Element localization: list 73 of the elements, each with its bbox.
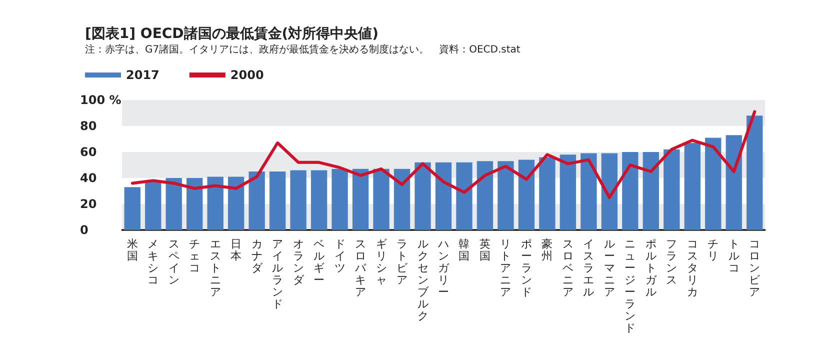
x-tick-label: スロベニア <box>562 238 574 298</box>
line-series <box>130 110 756 199</box>
x-tick-label: ドイツ <box>334 238 346 274</box>
x-tick-label: 日本 <box>230 238 242 262</box>
bar <box>166 178 182 230</box>
x-tick-label: ギリシャ <box>376 238 387 286</box>
x-tick-label: コスタリカ <box>686 238 698 298</box>
legend-label: 2000 <box>230 68 264 82</box>
x-tick-label: チェコ <box>189 238 200 274</box>
chart-subtitle: 注：赤字は、G7諸国。イタリアには、政府が最低賃金を決める制度はない。 資料：OECD.stat <box>85 44 520 56</box>
x-tick-label: ルクセンブルク <box>417 238 430 322</box>
y-tick-label: 0 <box>80 223 88 237</box>
x-tick-label: ベルギー <box>314 238 325 286</box>
bar <box>539 157 556 230</box>
x-tick-label: エストニア <box>210 238 221 298</box>
bar <box>207 176 224 230</box>
x-tick-label: イスラエル <box>583 238 594 298</box>
y-tick-label: 40 <box>80 171 97 185</box>
x-tick-label: ハンガリー <box>437 238 450 298</box>
bar <box>622 152 638 230</box>
bar <box>518 160 535 230</box>
bar <box>601 153 618 230</box>
x-tick-label: アイルランド <box>272 238 284 310</box>
bar <box>456 162 472 230</box>
x-tick-label: ルーマニア <box>604 238 615 298</box>
bar <box>684 142 700 230</box>
bar <box>269 172 286 230</box>
x-tick-label: フランス <box>666 238 678 286</box>
x-tick-label: チリ <box>708 238 719 262</box>
bar <box>435 162 452 230</box>
x-tick-label: ポルトガル <box>645 238 658 298</box>
y-tick-label: 80 <box>80 119 97 133</box>
x-tick-label: 韓国 <box>458 238 470 262</box>
bar <box>498 161 514 230</box>
x-tick-label: 豪州 <box>542 238 553 262</box>
x-tick-label: 米国 <box>126 238 138 262</box>
bar <box>373 168 390 230</box>
y-tick-label: 60 <box>80 145 97 159</box>
bar <box>248 172 265 230</box>
bar <box>332 168 348 230</box>
y-tick-label: 20 <box>80 197 97 211</box>
bar <box>560 154 576 230</box>
bar <box>310 170 328 230</box>
bar <box>414 162 431 230</box>
chart-title: [図表1] OECD諸国の最低賃金(対所得中央値) <box>85 25 379 42</box>
x-tick-label: ニュージーランド <box>624 238 636 334</box>
x-tick-label: ポーランド <box>520 238 532 298</box>
legend-label: 2017 <box>126 68 160 82</box>
bar <box>476 161 494 230</box>
x-tick-label: スペイン <box>168 238 180 286</box>
bar <box>726 135 742 230</box>
bar <box>580 153 597 230</box>
bar <box>664 149 680 230</box>
x-tick-label: スロバキア <box>354 238 368 298</box>
x-tick-label: コロンビア <box>749 238 762 298</box>
x-tick-label: 英国 <box>479 238 490 262</box>
bar <box>642 152 660 230</box>
x-tick-label: ラトビア <box>396 238 409 286</box>
x-tick-label: トルコ <box>728 238 740 274</box>
bar <box>352 168 369 230</box>
bar <box>746 116 763 230</box>
x-tick-label: カナダ <box>251 238 264 274</box>
y-tick-label: 100 % <box>80 93 122 107</box>
bar <box>290 170 306 230</box>
bar <box>394 168 410 230</box>
bar <box>124 187 140 230</box>
bar <box>705 138 722 230</box>
bar <box>186 178 203 230</box>
x-tick-label: リトアニア <box>500 238 512 298</box>
bar <box>145 180 162 230</box>
x-tick-label: オランダ <box>292 238 305 286</box>
bar <box>228 176 244 230</box>
x-tick-label: メキシコ <box>148 238 159 286</box>
